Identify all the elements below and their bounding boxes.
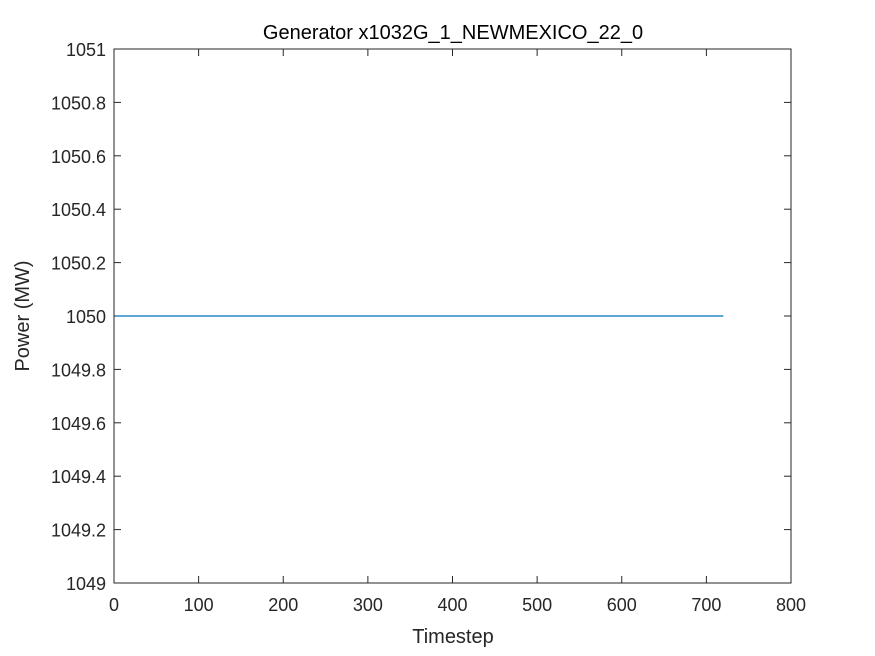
y-tick-label: 1049.8 (51, 360, 106, 380)
x-axis-title: Timestep (412, 626, 494, 648)
y-tick-label: 1050 (66, 307, 106, 327)
x-tick-label: 600 (607, 595, 637, 615)
y-axis-title: Power (MW) (12, 260, 34, 371)
x-tick-label: 0 (109, 595, 119, 615)
x-tick-label: 100 (184, 595, 214, 615)
chart-title: Generator x1032G_1_NEWMEXICO_22_0 (263, 22, 643, 44)
y-tick-label: 1049.2 (51, 521, 106, 541)
y-tick-label: 1049.4 (51, 467, 106, 487)
y-tick-label: 1050.6 (51, 147, 106, 167)
x-tick-label: 300 (353, 595, 383, 615)
ticks: 0 100 200 300 400 500 600 700 800 1049 1049.2 1049.… (51, 40, 806, 615)
y-tick-label: 1050.4 (51, 200, 106, 220)
y-tick-label: 1050.2 (51, 254, 106, 274)
y-tick-label: 1051 (66, 40, 106, 60)
x-tick-label: 800 (776, 595, 806, 615)
y-tick-label: 1050.8 (51, 93, 106, 113)
x-tick-label: 500 (522, 595, 552, 615)
x-tick-label: 400 (437, 595, 467, 615)
y-tick-label: 1049.6 (51, 414, 106, 434)
y-tick-label: 1049 (66, 574, 106, 594)
x-tick-label: 200 (268, 595, 298, 615)
x-tick-label: 700 (691, 595, 721, 615)
